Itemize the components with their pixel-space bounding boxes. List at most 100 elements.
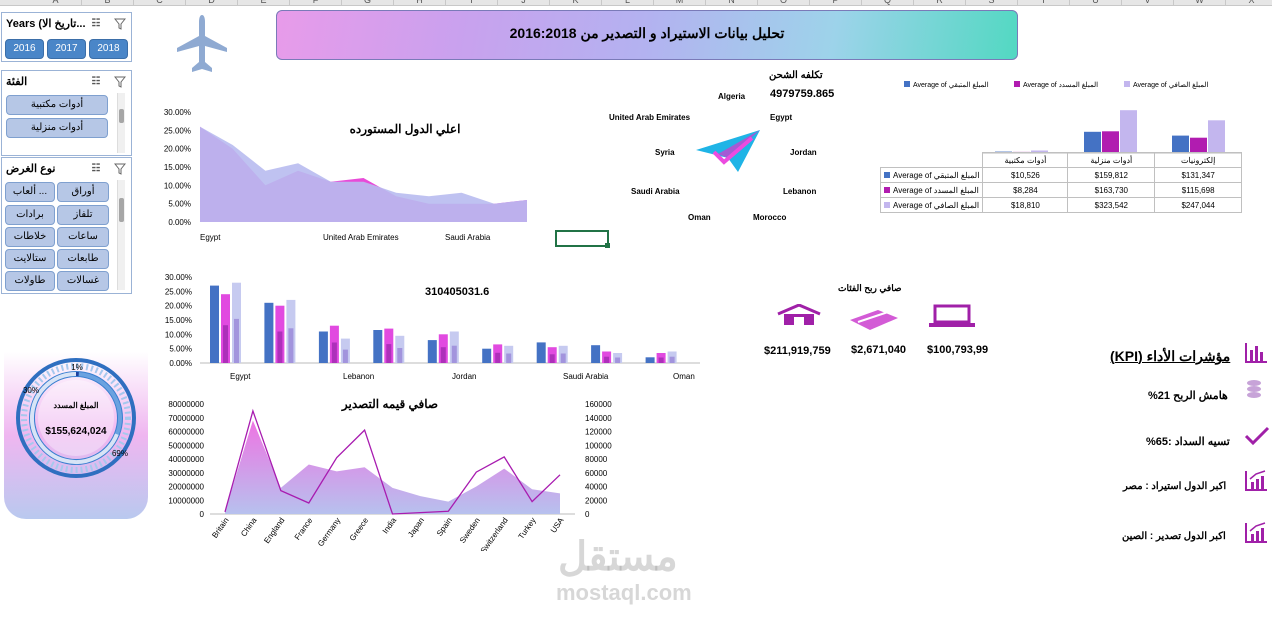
category-office-tools[interactable]: أدوات مكتبية [6,95,108,115]
pivot-cell[interactable]: $159,812 [1067,167,1156,183]
purpose-item[interactable]: برادات [5,205,55,225]
purpose-scrollbar[interactable] [117,180,125,290]
column-letter[interactable]: U [1070,0,1122,6]
shipping-cost-value: 4979759.865 [770,88,835,100]
country-bar-shade [440,347,446,363]
purpose-item[interactable]: ستالايت [5,249,55,269]
column-letter[interactable]: P [810,0,862,6]
column-letter[interactable]: B [82,0,134,6]
donut-slice-label: 30% [23,386,39,395]
pivot-col-header: إلكترونيات [1154,152,1242,168]
clear-filter-icon[interactable] [113,76,127,88]
year-2018-button[interactable]: 2018 [89,39,128,59]
column-letter[interactable]: D [186,0,238,6]
watermark-arabic: مستقل [558,535,678,579]
purpose-item[interactable]: غسالات [57,271,109,291]
x-tick-label: Saudi Arabia [563,372,609,381]
year-2016-button[interactable]: 2016 [5,39,44,59]
pivot-row-label: Average of المبلغ المتبقي [893,170,980,180]
donut-center [38,380,114,456]
x-tick-label: USA [549,515,566,534]
pivot-cell[interactable]: $163,730 [1067,182,1156,198]
importers-series-1-area [200,126,527,222]
country-label: Syria [655,148,675,157]
multi-select-icon[interactable]: ☷ [91,76,101,87]
category-scrollbar[interactable] [117,93,125,153]
y-tick-label: 25.00% [165,287,192,296]
multi-select-icon[interactable]: ☷ [91,163,101,174]
column-letter[interactable]: N [706,0,758,6]
column-letter[interactable]: E [238,0,290,6]
country-bar-shade [331,342,337,363]
x-tick-label: Germany [316,516,342,548]
purpose-item[interactable]: خلاطات [5,227,55,247]
y-tick-label: 0.00% [168,218,191,227]
growth-chart-icon [1245,522,1267,543]
clear-filter-icon[interactable] [113,18,127,30]
selected-cell[interactable] [555,230,609,247]
fill-handle[interactable] [605,243,610,248]
y2-tick-label: 0 [585,510,590,519]
country-bar-shade [386,344,392,363]
pivot-cell[interactable]: $323,542 [1067,197,1156,213]
column-letter[interactable]: O [758,0,810,6]
pivot-cell[interactable]: $10,526 [982,167,1069,183]
paid-amount-card [4,310,148,519]
column-letter[interactable]: S [966,0,1018,6]
years-slicer-title: Years (تاريخ الا... [6,18,86,30]
pivot-cell[interactable]: $131,347 [1154,167,1242,183]
country-label: Morocco [753,213,787,222]
house-icon [777,304,821,325]
averages-pivot-table: أدوات مكتبية أدوات منزلية إلكترونيات Ave… [879,152,1242,213]
y-tick-label: 5.00% [168,200,191,209]
column-letter[interactable]: W [1174,0,1226,6]
purpose-slicer[interactable]: نوع الغرض ☷ أوراق ألعاب ... تلفاز برادات… [1,157,132,294]
years-slicer[interactable]: Years (تاريخ الا... ☷ 2016 2017 2018 [1,12,132,62]
country-bar-shade [506,353,512,363]
y2-tick-label: 60000 [585,469,608,478]
purpose-item[interactable]: أوراق [57,182,109,202]
column-letter[interactable]: A [30,0,82,6]
column-letter[interactable]: T [1018,0,1070,6]
multi-select-icon[interactable]: ☷ [91,18,101,29]
x-tick-label: Japan [406,516,426,539]
column-letter[interactable]: F [290,0,342,6]
country-bar-shade [342,349,348,363]
column-letter[interactable]: H [394,0,446,6]
pivot-cell[interactable]: $18,810 [982,197,1069,213]
column-letter[interactable]: I [446,0,498,6]
bars-chart-total: 310405031.6 [425,286,489,298]
column-letter[interactable]: V [1122,0,1174,6]
column-letter[interactable]: Q [862,0,914,6]
column-letter[interactable]: R [914,0,966,6]
purpose-item[interactable]: تلفاز [57,205,109,225]
column-letter[interactable]: M [654,0,706,6]
country-label: United Arab Emirates [609,113,691,122]
column-letter[interactable]: K [550,0,602,6]
average-bar [1120,110,1137,153]
checkmark-icon [1244,426,1270,446]
column-letter[interactable]: X [1226,0,1272,6]
year-2017-button[interactable]: 2017 [47,39,86,59]
category-profit-title: صافي ربح الفئات [838,283,902,293]
average-bar [1084,131,1101,153]
column-letter[interactable]: J [498,0,550,6]
pivot-cell[interactable]: $247,044 [1154,197,1242,213]
column-letter[interactable]: L [602,0,654,6]
category-home-tools[interactable]: أدوات منزلية [6,118,108,138]
purpose-item[interactable]: طابعات [57,249,109,269]
country-bar [373,330,383,363]
purpose-item[interactable]: ساعات [57,227,109,247]
category-slicer[interactable]: الفئة ☷ أدوات مكتبية أدوات منزلية [1,70,132,156]
legend-swatch [1014,81,1020,87]
pivot-cell[interactable]: $115,698 [1154,182,1242,198]
purpose-item[interactable]: ألعاب ... [5,182,55,202]
y-tick-label: 15.00% [165,316,192,325]
pivot-cell[interactable]: $8,284 [982,182,1069,198]
column-letter[interactable]: G [342,0,394,6]
column-letter[interactable]: C [134,0,186,6]
clear-filter-icon[interactable] [113,163,127,175]
country-label: Algeria [718,92,746,101]
purpose-item[interactable]: طاولات [5,271,55,291]
